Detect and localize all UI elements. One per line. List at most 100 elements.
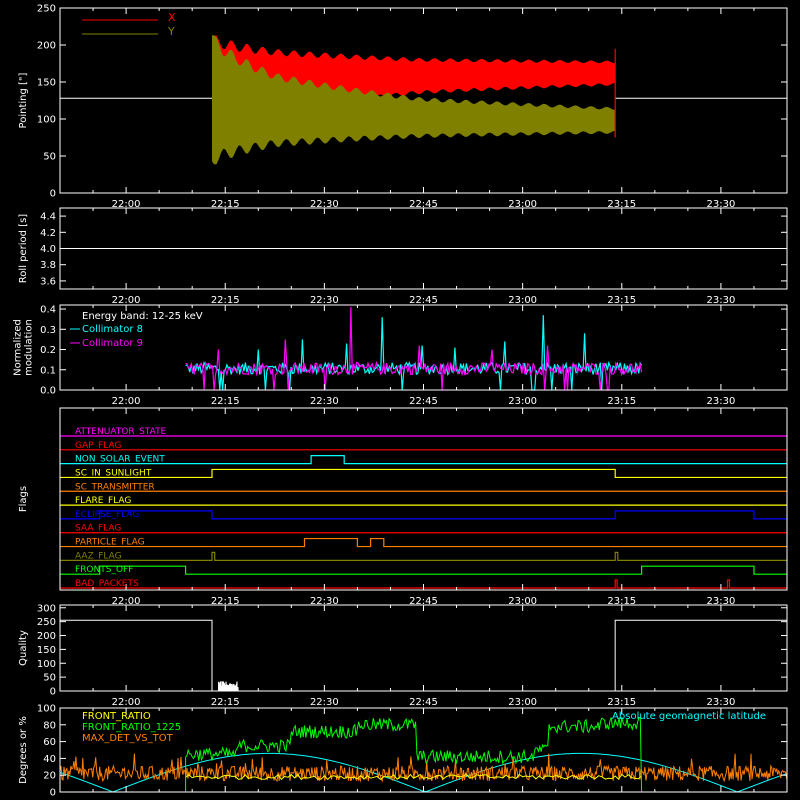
y-axis-label: Roll period [s]	[18, 214, 29, 283]
time-tick-label: 22:45	[409, 396, 438, 407]
time-tick-label: 23:00	[508, 396, 537, 407]
y-tick-label: 150	[37, 78, 56, 89]
y-tick-label: 4.4	[40, 212, 56, 223]
flag-aaz-flag-label: AAZ_FLAG	[75, 551, 122, 561]
y-tick-label: 250	[37, 4, 56, 15]
legend-label-front-ratio-1225: FRONT_RATIO_1225	[82, 722, 181, 733]
y-tick-label: 4.0	[40, 244, 56, 255]
time-tick-label: 22:30	[310, 199, 339, 210]
ratios-series-front-ratio	[185, 773, 642, 781]
y-tick-label: 0.3	[40, 325, 56, 336]
time-tick-label: 23:15	[607, 199, 636, 210]
y-tick-label: 3.6	[40, 276, 56, 287]
time-tick-label: 23:00	[508, 295, 537, 306]
time-tick-label: 23:00	[508, 199, 537, 210]
time-tick-label: 22:45	[409, 199, 438, 210]
y-axis-label: Normalized	[13, 319, 24, 376]
legend-label-front-ratio: FRONT_RATIO	[82, 711, 151, 722]
y-tick-label: 50	[43, 673, 56, 684]
y-tick-label: 0.4	[40, 305, 56, 316]
y-tick-label: 0	[50, 788, 56, 799]
time-tick-label: 22:15	[211, 199, 240, 210]
text-layer: 22:00 22:15 22:30 22:45 23:00 23:15 23:30 0 50 10…	[13, 4, 767, 799]
y-axis-label: modulation	[24, 319, 35, 376]
time-tick-label: 22:00	[112, 396, 141, 407]
data-layer	[59, 35, 788, 793]
y-tick-label: 3.8	[40, 260, 56, 271]
frames-layer	[59, 7, 788, 793]
flag-particle-flag-label: PARTICLE_FLAG	[75, 538, 145, 548]
legend-label-y: Y	[167, 25, 175, 38]
modulation-series-9	[185, 306, 643, 391]
y-axis-label: Degrees or %	[18, 716, 29, 784]
time-tick-label: 22:00	[112, 295, 141, 306]
flag-saa-flag-label: SAA_FLAG	[75, 524, 121, 534]
time-tick-label: 22:00	[112, 199, 141, 210]
y-tick-label: 100	[37, 659, 56, 670]
legend-label-max-det-vs-tot: MAX_DET_VS_TOT	[82, 733, 174, 744]
flag-fronts-off-label: FRONTS_OFF	[75, 565, 133, 575]
flag-sc-in-sunlight-label: SC_IN_SUNLIGHT	[75, 468, 152, 478]
y-tick-label: 200	[37, 41, 56, 52]
time-tick-label: 23:15	[607, 697, 636, 708]
legend-label-geomagnetic-latitude: Absolute geomagnetic latitude	[612, 711, 766, 722]
y-tick-label: 250	[37, 617, 56, 628]
time-tick-label: 22:45	[409, 295, 438, 306]
time-tick-label: 23:30	[706, 199, 735, 210]
y-tick-label: 0.1	[40, 365, 56, 376]
flag-bad-packets-label: BAD_PACKETS	[75, 579, 139, 589]
pointing-series-y	[212, 35, 616, 165]
pointing-series-x	[212, 35, 616, 158]
time-tick-label: 23:15	[607, 295, 636, 306]
y-tick-label: 150	[37, 645, 56, 656]
flag-fronts-off-line	[60, 565, 787, 575]
flag-sc-in-sunlight-line	[60, 468, 787, 479]
y-tick-label: 100	[37, 115, 56, 126]
time-tick-label: 22:00	[112, 596, 141, 607]
time-tick-label: 23:30	[706, 596, 735, 607]
y-tick-label: 0.0	[40, 386, 56, 397]
y-tick-label: 20	[43, 771, 56, 782]
legend-label-collimator-8: Collimator 8	[82, 324, 143, 335]
flag-sc-transmitter-label: SC_TRANSMITTER	[75, 482, 155, 492]
y-axis-label: Pointing ["]	[18, 72, 29, 128]
flag-particle-flag-line	[60, 537, 787, 548]
flag-eclipse-flag-line	[60, 510, 787, 520]
y-tick-label: 80	[43, 720, 56, 731]
y-tick-label: 0	[50, 687, 56, 698]
time-tick-label: 23:30	[706, 295, 735, 306]
y-tick-label: 40	[43, 754, 56, 765]
time-tick-label: 22:15	[211, 697, 240, 708]
flag-aaz-flag-line	[60, 551, 787, 561]
flag-attenuator-state-label: ATTENUATOR_STATE	[75, 427, 167, 437]
time-tick-label: 22:15	[211, 295, 240, 306]
time-tick-label: 22:45	[409, 697, 438, 708]
time-tick-label: 23:30	[706, 697, 735, 708]
y-tick-label: 100	[37, 704, 56, 715]
y-tick-label: 0.2	[40, 345, 56, 356]
time-tick-label: 23:30	[706, 396, 735, 407]
time-tick-label: 22:15	[211, 596, 240, 607]
time-tick-label: 22:30	[310, 596, 339, 607]
y-tick-label: 60	[43, 737, 56, 748]
time-tick-label: 23:15	[607, 396, 636, 407]
time-tick-label: 22:45	[409, 596, 438, 607]
y-tick-label: 300	[37, 603, 56, 614]
y-axis-label: Flags	[18, 486, 29, 512]
flag-eclipse-flag-label: ECLIPSE_FLAG	[75, 510, 139, 520]
y-tick-label: 50	[43, 152, 56, 163]
flag-gap-flag-label: GAP_FLAG	[75, 441, 121, 451]
time-tick-label: 22:30	[310, 697, 339, 708]
flag-non-solar-event-label: NON_SOLAR_EVENT	[75, 455, 165, 465]
time-tick-label: 23:15	[607, 596, 636, 607]
y-axis-label: Quality	[18, 630, 29, 666]
y-tick-label: 200	[37, 631, 56, 642]
flag-non-solar-event-line	[60, 455, 787, 465]
y-tick-label: 0	[50, 189, 56, 200]
time-tick-label: 23:00	[508, 596, 537, 607]
legend-label-collimator-9: Collimator 9	[82, 338, 143, 349]
time-tick-label: 23:00	[508, 697, 537, 708]
flag-bad-packets-line	[60, 579, 787, 589]
ratios-series-front-ratio-1225	[99, 716, 787, 793]
